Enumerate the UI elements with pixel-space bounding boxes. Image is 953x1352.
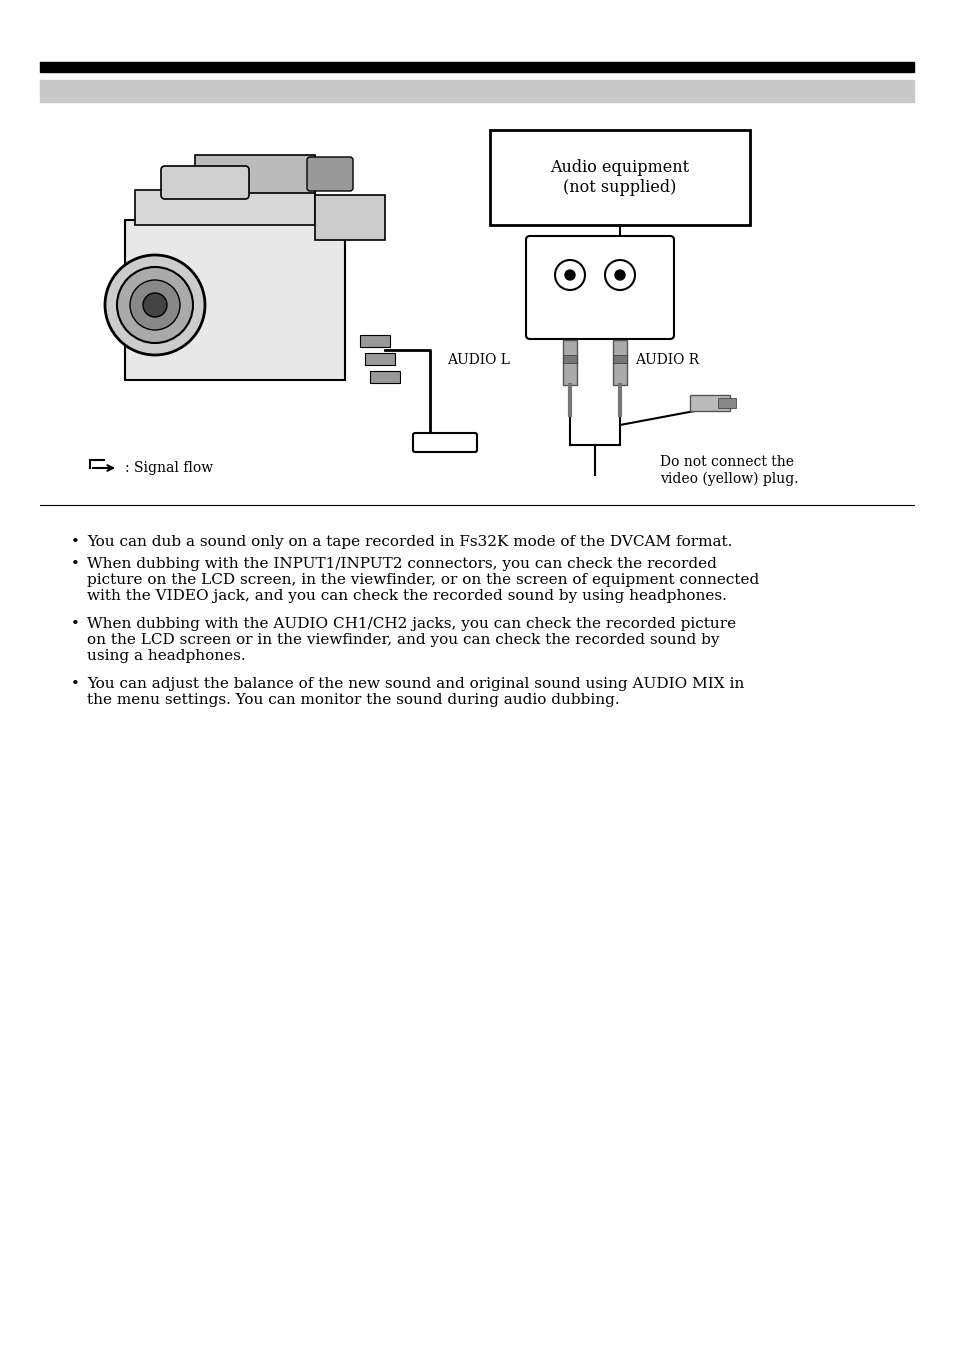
Text: AUDIO R: AUDIO R: [635, 353, 699, 366]
Circle shape: [130, 280, 180, 330]
Circle shape: [615, 270, 624, 280]
Text: AUDIO L: AUDIO L: [447, 353, 510, 366]
Text: •: •: [71, 535, 79, 549]
Circle shape: [555, 260, 584, 289]
Bar: [359, 335, 390, 347]
Text: You can dub a sound only on a tape recorded in Fs32K mode of the DVCAM format.: You can dub a sound only on a tape recor…: [87, 535, 732, 549]
Bar: [562, 339, 577, 385]
FancyBboxPatch shape: [161, 166, 249, 199]
Circle shape: [564, 270, 575, 280]
Text: : Signal flow: : Signal flow: [125, 461, 213, 475]
Text: •: •: [71, 557, 79, 571]
Circle shape: [105, 256, 205, 356]
Circle shape: [117, 266, 193, 343]
Text: Do not connect the
video (yellow) plug.: Do not connect the video (yellow) plug.: [659, 456, 798, 485]
Bar: [194, 155, 314, 193]
Bar: [370, 370, 399, 383]
Circle shape: [143, 293, 167, 316]
Bar: [718, 397, 735, 408]
FancyBboxPatch shape: [307, 157, 353, 191]
FancyBboxPatch shape: [413, 433, 476, 452]
Bar: [689, 395, 729, 411]
Bar: [562, 356, 577, 362]
Bar: [135, 191, 314, 224]
Text: Audio equipment
(not supplied): Audio equipment (not supplied): [550, 160, 689, 196]
Text: You can adjust the balance of the new sound and original sound using AUDIO MIX i: You can adjust the balance of the new so…: [87, 677, 743, 707]
Bar: [365, 353, 395, 365]
Bar: [613, 356, 626, 362]
Circle shape: [604, 260, 635, 289]
Text: When dubbing with the INPUT1/INPUT2 connectors, you can check the recorded
pictu: When dubbing with the INPUT1/INPUT2 conn…: [87, 557, 759, 603]
Bar: [40, 62, 913, 72]
Bar: [314, 195, 385, 241]
FancyBboxPatch shape: [525, 237, 673, 339]
Bar: [613, 339, 626, 385]
Bar: [125, 220, 345, 380]
Text: •: •: [71, 617, 79, 631]
Text: •: •: [71, 677, 79, 691]
Text: When dubbing with the AUDIO CH1/CH2 jacks, you can check the recorded picture
on: When dubbing with the AUDIO CH1/CH2 jack…: [87, 617, 736, 664]
Bar: [490, 130, 749, 224]
Bar: [40, 80, 913, 101]
